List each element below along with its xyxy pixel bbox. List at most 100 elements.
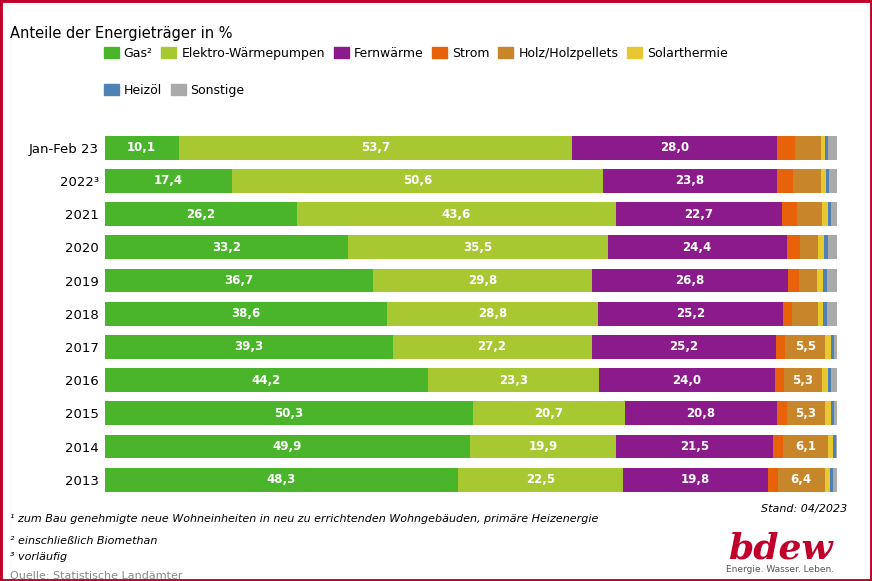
Text: 35,5: 35,5 — [463, 241, 493, 254]
Bar — [459, 468, 623, 492]
Bar — [598, 302, 783, 326]
Bar — [592, 268, 788, 292]
Bar — [392, 335, 592, 359]
Bar — [827, 302, 837, 326]
Bar — [787, 401, 826, 425]
Bar — [797, 202, 822, 226]
Text: Quelle: Statistische Landämter: Quelle: Statistische Landämter — [10, 571, 183, 580]
Text: 23,8: 23,8 — [675, 174, 705, 188]
Text: 24,4: 24,4 — [683, 241, 712, 254]
Bar — [296, 202, 616, 226]
Bar — [799, 268, 817, 292]
Bar — [603, 169, 777, 193]
Bar — [822, 202, 828, 226]
Text: Anteile der Energieträger in %: Anteile der Energieträger in % — [10, 26, 233, 41]
Text: 29,8: 29,8 — [468, 274, 497, 287]
Text: 50,3: 50,3 — [275, 407, 303, 420]
Bar — [105, 368, 428, 392]
Text: 20,7: 20,7 — [535, 407, 563, 420]
Bar — [800, 235, 818, 259]
Text: 33,2: 33,2 — [212, 241, 241, 254]
Bar — [833, 435, 836, 458]
Bar — [830, 401, 835, 425]
Bar — [105, 335, 392, 359]
Bar — [387, 302, 598, 326]
Text: 28,8: 28,8 — [478, 307, 508, 320]
Bar — [105, 401, 473, 425]
Bar — [823, 302, 827, 326]
Bar — [817, 268, 823, 292]
Text: 17,4: 17,4 — [153, 174, 183, 188]
Text: 20,8: 20,8 — [686, 407, 715, 420]
Bar — [775, 368, 784, 392]
Bar — [777, 136, 795, 160]
Bar — [179, 136, 572, 160]
Bar — [828, 235, 837, 259]
Text: 10,1: 10,1 — [127, 141, 156, 154]
Legend: Heizöl, Sonstige: Heizöl, Sonstige — [104, 84, 245, 97]
Text: 25,2: 25,2 — [670, 340, 698, 353]
Bar — [830, 202, 837, 226]
Text: 39,3: 39,3 — [234, 340, 263, 353]
Bar — [777, 169, 794, 193]
Bar — [624, 401, 777, 425]
Text: Stand: 04/2023: Stand: 04/2023 — [761, 504, 848, 514]
Bar — [776, 335, 785, 359]
Text: 27,2: 27,2 — [478, 340, 507, 353]
Bar — [821, 136, 825, 160]
Text: 48,3: 48,3 — [267, 474, 296, 486]
Text: 49,9: 49,9 — [273, 440, 302, 453]
Bar — [818, 235, 824, 259]
Text: 26,8: 26,8 — [675, 274, 705, 287]
Text: 19,9: 19,9 — [528, 440, 558, 453]
Bar — [828, 136, 837, 160]
Bar — [782, 202, 797, 226]
Bar — [785, 335, 826, 359]
Bar — [824, 235, 828, 259]
Bar — [826, 169, 829, 193]
Bar — [825, 136, 828, 160]
Bar — [830, 468, 834, 492]
Bar — [105, 136, 179, 160]
Bar — [788, 268, 799, 292]
Bar — [105, 202, 296, 226]
Bar — [616, 435, 773, 458]
Bar — [825, 468, 830, 492]
Bar — [616, 202, 782, 226]
Bar — [773, 435, 783, 458]
Text: 19,8: 19,8 — [681, 474, 711, 486]
Bar — [827, 268, 837, 292]
Text: 22,5: 22,5 — [527, 474, 555, 486]
Text: 23,3: 23,3 — [500, 374, 528, 386]
Text: 50,6: 50,6 — [403, 174, 432, 188]
Bar — [828, 202, 830, 226]
Text: 5,5: 5,5 — [794, 340, 816, 353]
Bar — [828, 368, 831, 392]
Bar — [623, 468, 768, 492]
Bar — [835, 401, 837, 425]
Text: 24,0: 24,0 — [672, 374, 702, 386]
Bar — [818, 302, 823, 326]
Bar — [826, 335, 830, 359]
Bar — [470, 435, 616, 458]
Bar — [834, 468, 837, 492]
Text: ¹ zum Bau genehmigte neue Wohneinheiten in neu zu errichtenden Wohngebäuden, pri: ¹ zum Bau genehmigte neue Wohneinheiten … — [10, 514, 599, 524]
Bar — [105, 169, 232, 193]
Bar — [105, 435, 470, 458]
Bar — [232, 169, 603, 193]
Bar — [778, 468, 825, 492]
Text: 43,6: 43,6 — [441, 207, 471, 221]
Text: 28,0: 28,0 — [660, 141, 689, 154]
Bar — [787, 235, 800, 259]
Bar — [794, 169, 821, 193]
Bar — [572, 136, 777, 160]
Bar — [783, 302, 793, 326]
Bar — [608, 235, 787, 259]
Text: Energie. Wasser. Leben.: Energie. Wasser. Leben. — [726, 565, 835, 573]
Bar — [784, 368, 822, 392]
Bar — [821, 169, 826, 193]
Text: 6,4: 6,4 — [791, 474, 812, 486]
Text: 5,3: 5,3 — [795, 407, 816, 420]
Bar — [105, 268, 373, 292]
Text: 53,7: 53,7 — [361, 141, 390, 154]
